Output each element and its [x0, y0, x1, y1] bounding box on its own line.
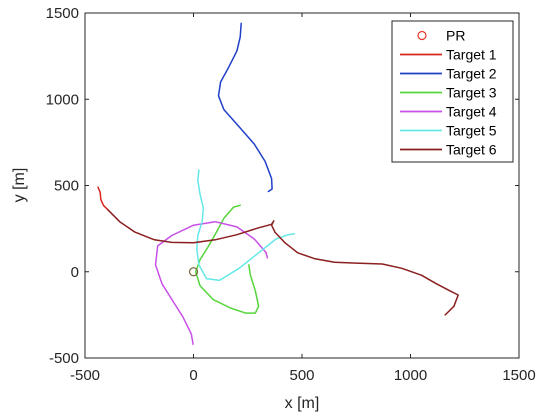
- tick-layer: -500 0 500 1000 1500 -500 0 500 1000 1500: [46, 5, 536, 384]
- series-line-target-3: [194, 204, 260, 314]
- x-axis-title: x [m]: [285, 395, 320, 412]
- x-tick-label: 1000: [394, 367, 427, 384]
- series-line-target-5: [196, 169, 296, 282]
- legend-marker-pr: [417, 30, 427, 41]
- legend-label-target-5: Target 5: [446, 123, 497, 139]
- y-axis-title: y [m]: [11, 168, 28, 203]
- x-tick-label: -500: [70, 367, 100, 384]
- y-tick-label: 0: [71, 264, 79, 281]
- y-tick-label: -500: [49, 350, 79, 367]
- series-layer: [97, 22, 459, 345]
- legend-label-target-1: Target 1: [446, 47, 497, 63]
- legend-label-target-6: Target 6: [446, 142, 497, 158]
- legend-box: [391, 20, 514, 163]
- y-tick-label: 1500: [46, 5, 79, 22]
- pr-marker: [188, 267, 199, 277]
- y-tick-label: 1000: [46, 91, 79, 108]
- x-tick-label: 1500: [502, 367, 535, 384]
- x-tick-label: 0: [189, 367, 197, 384]
- series-line-target-2: [217, 22, 273, 193]
- y-tick-label: 500: [54, 178, 79, 195]
- legend: PR Target 1 Target 2 Target 3 Target 4 Target…: [391, 20, 514, 163]
- marker-layer: [188, 267, 199, 277]
- x-tick-label: 500: [289, 367, 314, 384]
- legend-label-target-3: Target 3: [446, 85, 497, 101]
- series-line-target-6: [107, 208, 459, 316]
- series-line-target-1: [97, 186, 109, 211]
- legend-label-target-2: Target 2: [446, 66, 497, 82]
- legend-label-target-4: Target 4: [446, 104, 497, 120]
- legend-label-pr: PR: [446, 28, 465, 44]
